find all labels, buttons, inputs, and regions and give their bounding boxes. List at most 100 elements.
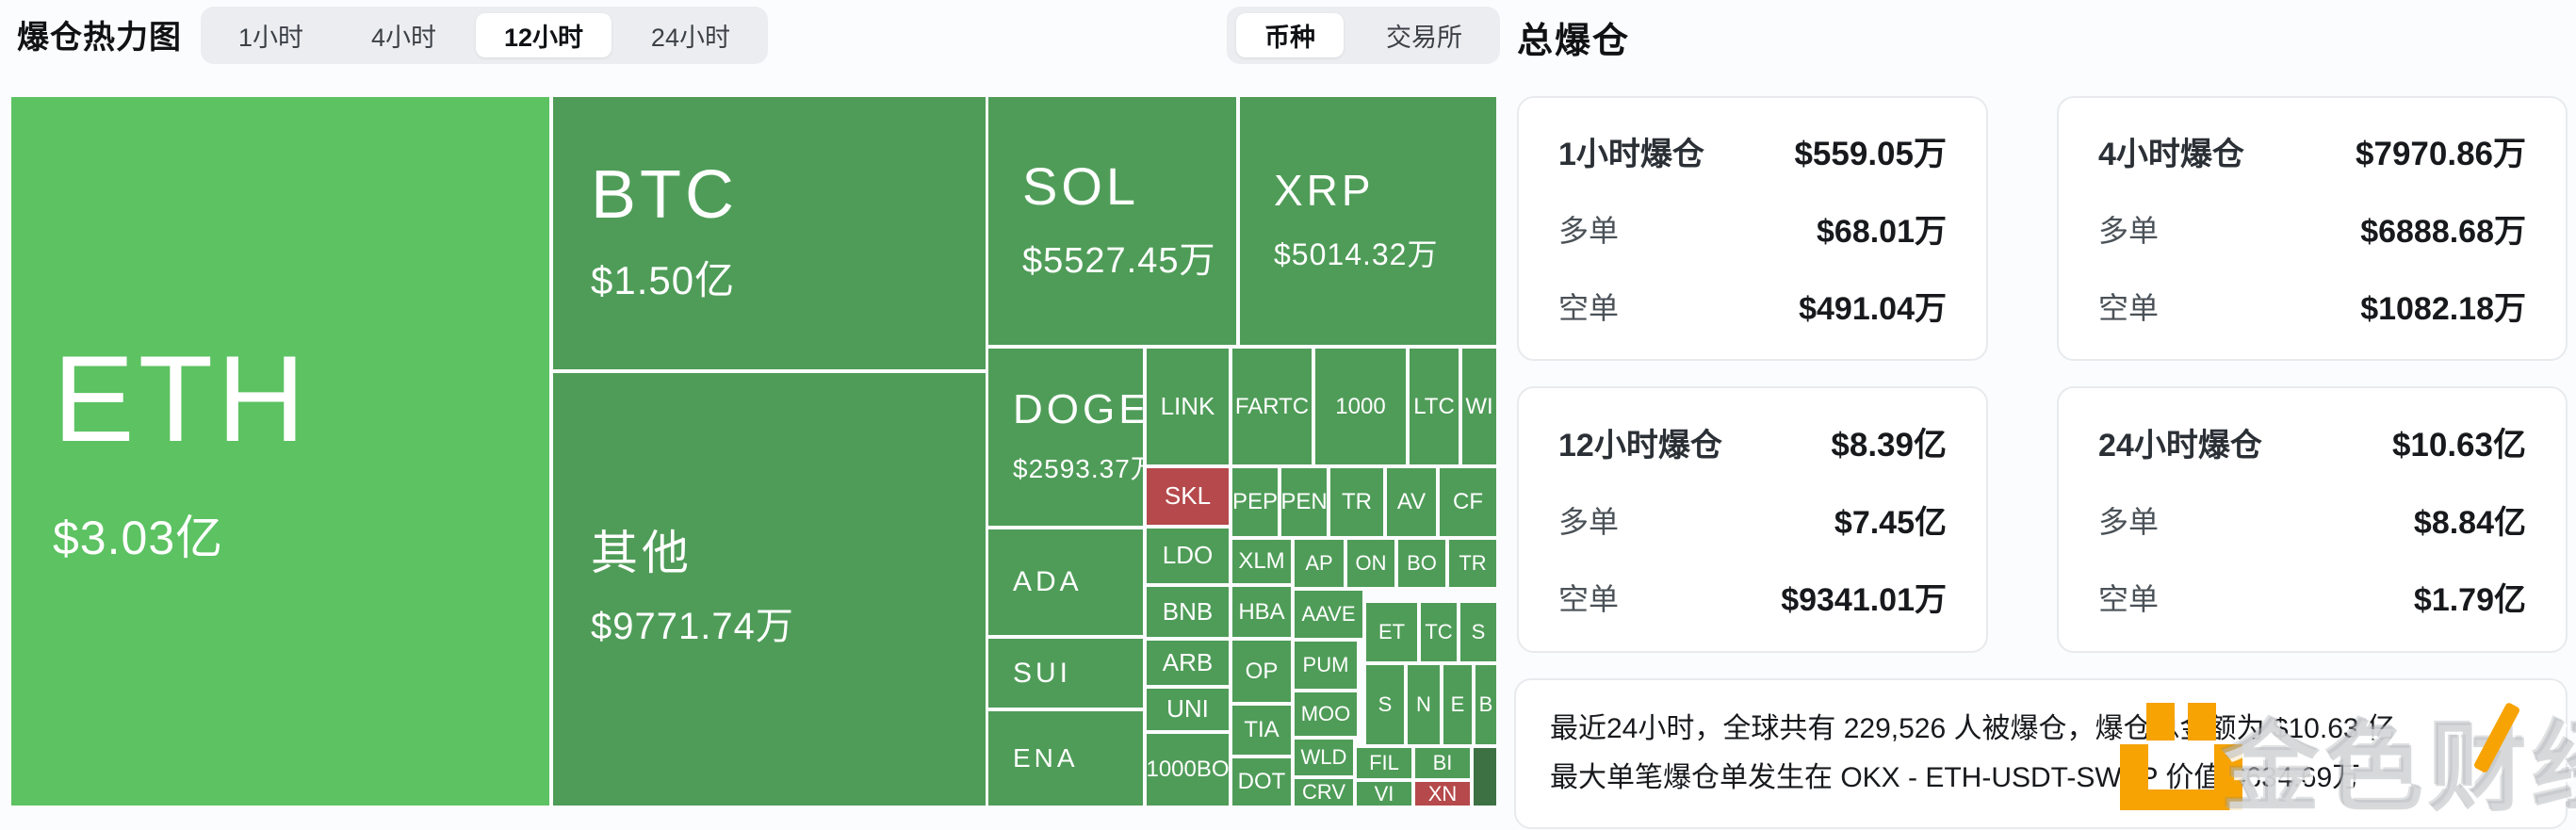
treemap-cell-xlm[interactable]: XLM (1232, 540, 1291, 583)
treemap-cell-label: OP (1245, 658, 1279, 684)
long-label: 多单 (2098, 504, 2160, 539)
liquidation-heatmap: ETH $3.03亿 BTC $1.50亿其他 $9771.74万 SOL $5527.45… (11, 95, 1496, 807)
treemap-cell-fartc[interactable]: FARTC (1232, 349, 1312, 464)
treemap-cell-s2[interactable]: S (1366, 665, 1404, 744)
treemap-cell-label: AV (1396, 489, 1427, 515)
treemap-cell-cf[interactable]: CF (1440, 468, 1496, 536)
treemap-cell-label: ENA (1013, 743, 1079, 773)
treemap-cell-value: $9771.74万 (591, 605, 794, 647)
treemap-cell-label: B (1478, 692, 1493, 717)
treemap-cell-on[interactable]: ON (1347, 540, 1394, 587)
treemap-cell-link[interactable]: LINK (1147, 349, 1229, 464)
short-label: 空单 (1558, 290, 1620, 325)
long-value: $6888.68万 (2360, 214, 2526, 250)
treemap-cell-label: 其他 (591, 527, 693, 580)
treemap-cell-moo[interactable]: MOO (1295, 692, 1357, 736)
treemap-cell-1000bo[interactable]: 1000BO (1147, 734, 1229, 806)
short-value: $491.04万 (1799, 291, 1947, 327)
treemap-cell-label: CF (1453, 489, 1483, 515)
treemap-cell-1000[interactable]: 1000 (1315, 349, 1406, 464)
page-title: 爆仓热力图 (17, 20, 182, 56)
treemap-cell-label: BNB (1162, 596, 1214, 626)
time-range-tabs: 1小时 4小时 12小时 24小时 (201, 7, 768, 64)
tab-exchange[interactable]: 交易所 (1386, 24, 1462, 52)
long-value: $68.01万 (1817, 214, 1947, 250)
treemap-cell-label: FIL (1369, 751, 1399, 775)
treemap-cell-label: FARTC (1234, 393, 1310, 419)
short-label: 空单 (1558, 581, 1620, 616)
treemap-cell-doge[interactable]: DOGE $2593.37万 (988, 349, 1143, 526)
card-total: $10.63亿 (2391, 427, 2526, 464)
tab-4h[interactable]: 4小时 (370, 24, 436, 52)
treemap-cell-ltc[interactable]: LTC (1410, 349, 1459, 464)
treemap-cell-aave[interactable]: AAVE (1295, 591, 1362, 638)
treemap-cell-xrp[interactable]: XRP $5014.32万 (1240, 97, 1496, 345)
treemap-cell-s1[interactable]: S (1460, 603, 1496, 661)
treemap-cell-label: WLD (1300, 745, 1347, 770)
treemap-cell-label: SUI (1013, 657, 1072, 689)
treemap-cell-btc[interactable]: BTC $1.50亿 (553, 97, 986, 369)
treemap-cell-label: ADA (1013, 566, 1083, 598)
treemap-cell-dkcell[interactable] (1474, 748, 1496, 806)
treemap-cell-ldo[interactable]: LDO (1147, 529, 1229, 583)
short-label: 空单 (2098, 290, 2160, 325)
treemap-cell-label: SOL (1022, 155, 1140, 216)
treemap-cell-bo[interactable]: BO (1398, 540, 1445, 587)
treemap-cell-label: E (1450, 692, 1465, 717)
treemap-cell-e[interactable]: E (1443, 665, 1472, 744)
card-4h-liquidation: 4小时爆仓 $7970.86万 多单 $6888.68万 空单 $1082.18… (2057, 96, 2568, 361)
card-title: 24小时爆仓 (2098, 428, 2262, 464)
treemap-cell-ap[interactable]: AP (1295, 540, 1344, 587)
treemap-cell-ena[interactable]: ENA (988, 711, 1143, 806)
treemap-cell-eth[interactable]: ETH $3.03亿 (11, 97, 549, 806)
treemap-cell-n[interactable]: N (1408, 665, 1440, 744)
treemap-cell-tr1[interactable]: TR (1330, 468, 1383, 536)
treemap-cell-bnb[interactable]: BNB (1147, 587, 1229, 637)
treemap-cell-tia[interactable]: TIA (1232, 706, 1291, 755)
liquidation-summary-note: 最近24小时，全球共有 229,526 人被爆仓，爆仓总金额为 $10.63 亿… (1514, 678, 2568, 829)
treemap-cell-arb[interactable]: ARB (1147, 641, 1229, 685)
treemap-cell-xn[interactable]: XN (1415, 782, 1470, 806)
treemap-cell-label: UNI (1166, 694, 1209, 724)
treemap-cell-dot[interactable]: DOT (1232, 758, 1291, 806)
treemap-cell-sui[interactable]: SUI (988, 639, 1143, 708)
long-value: $7.45亿 (1834, 505, 1947, 541)
card-title: 1小时爆仓 (1558, 137, 1704, 172)
treemap-cell-op[interactable]: OP (1232, 641, 1291, 702)
treemap-cell-bi[interactable]: BI (1415, 748, 1470, 778)
treemap-cell-wld[interactable]: WLD (1295, 740, 1353, 775)
treemap-cell-fil[interactable]: FIL (1357, 748, 1411, 778)
treemap-cell-label: TIA (1244, 717, 1280, 743)
treemap-cell-tr2[interactable]: TR (1449, 540, 1496, 587)
treemap-cell-tc[interactable]: TC (1421, 603, 1457, 661)
treemap-cell-label: TC (1425, 620, 1453, 644)
treemap-cell-sol[interactable]: SOL $5527.45万 (988, 97, 1236, 345)
view-mode-tabs: 币种 交易所 (1227, 7, 1500, 64)
treemap-cell-ada[interactable]: ADA (988, 529, 1143, 635)
treemap-cell-skl[interactable]: SKL (1147, 468, 1229, 525)
treemap-cell-hba[interactable]: HBA (1232, 587, 1291, 637)
treemap-cell-b[interactable]: B (1475, 665, 1496, 744)
card-title: 12小时爆仓 (1558, 428, 1722, 464)
treemap-cell-label: CRV (1301, 780, 1346, 805)
treemap-cell-uni[interactable]: UNI (1147, 689, 1229, 730)
treemap-cell-wi[interactable]: WI (1462, 349, 1496, 464)
tab-1h[interactable]: 1小时 (238, 24, 304, 52)
tab-coin[interactable]: 币种 (1236, 13, 1344, 57)
note-line-1: 最近24小时，全球共有 229,526 人被爆仓，爆仓总金额为 $10.63 亿 (1550, 713, 2395, 744)
treemap-cell-et[interactable]: ET (1366, 603, 1417, 661)
treemap-cell-label: TR (1459, 551, 1487, 576)
treemap-cell-label: VI (1374, 782, 1394, 806)
treemap-cell-value: $3.03亿 (53, 512, 224, 565)
treemap-cell-pep[interactable]: PEP (1232, 468, 1278, 536)
tab-12h[interactable]: 12小时 (475, 13, 611, 57)
treemap-cell-pen[interactable]: PEN (1281, 468, 1327, 536)
treemap-cell-label: DOGE (1013, 385, 1143, 432)
treemap-cell-label: HBA (1238, 598, 1285, 625)
treemap-cell-crv[interactable]: CRV (1295, 779, 1353, 806)
tab-24h[interactable]: 24小时 (650, 24, 730, 52)
treemap-cell-pum[interactable]: PUM (1295, 642, 1357, 689)
treemap-cell-vi[interactable]: VI (1357, 782, 1411, 806)
treemap-cell-av[interactable]: AV (1387, 468, 1436, 536)
treemap-cell-qita[interactable]: 其他 $9771.74万 (553, 373, 986, 806)
